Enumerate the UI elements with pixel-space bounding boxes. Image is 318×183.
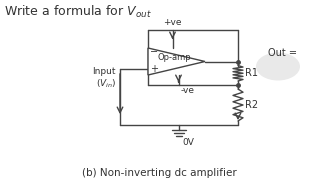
Text: Out =: Out = [268, 48, 297, 59]
Text: +ve: +ve [163, 18, 182, 27]
Polygon shape [148, 48, 205, 75]
Ellipse shape [256, 53, 300, 81]
Text: -ve: -ve [181, 86, 195, 95]
Text: Op-amp: Op-amp [158, 53, 191, 62]
Text: −: − [150, 47, 158, 57]
Text: Input
$(V_{in})$: Input $(V_{in})$ [93, 67, 116, 90]
Text: 0V: 0V [182, 138, 194, 147]
Text: Write a formula for $V_{out}$: Write a formula for $V_{out}$ [4, 4, 152, 20]
Text: +: + [150, 64, 158, 74]
Text: R1: R1 [245, 68, 258, 78]
Text: (b) Non-inverting dc amplifier: (b) Non-inverting dc amplifier [82, 168, 236, 178]
Text: R2: R2 [245, 100, 258, 110]
